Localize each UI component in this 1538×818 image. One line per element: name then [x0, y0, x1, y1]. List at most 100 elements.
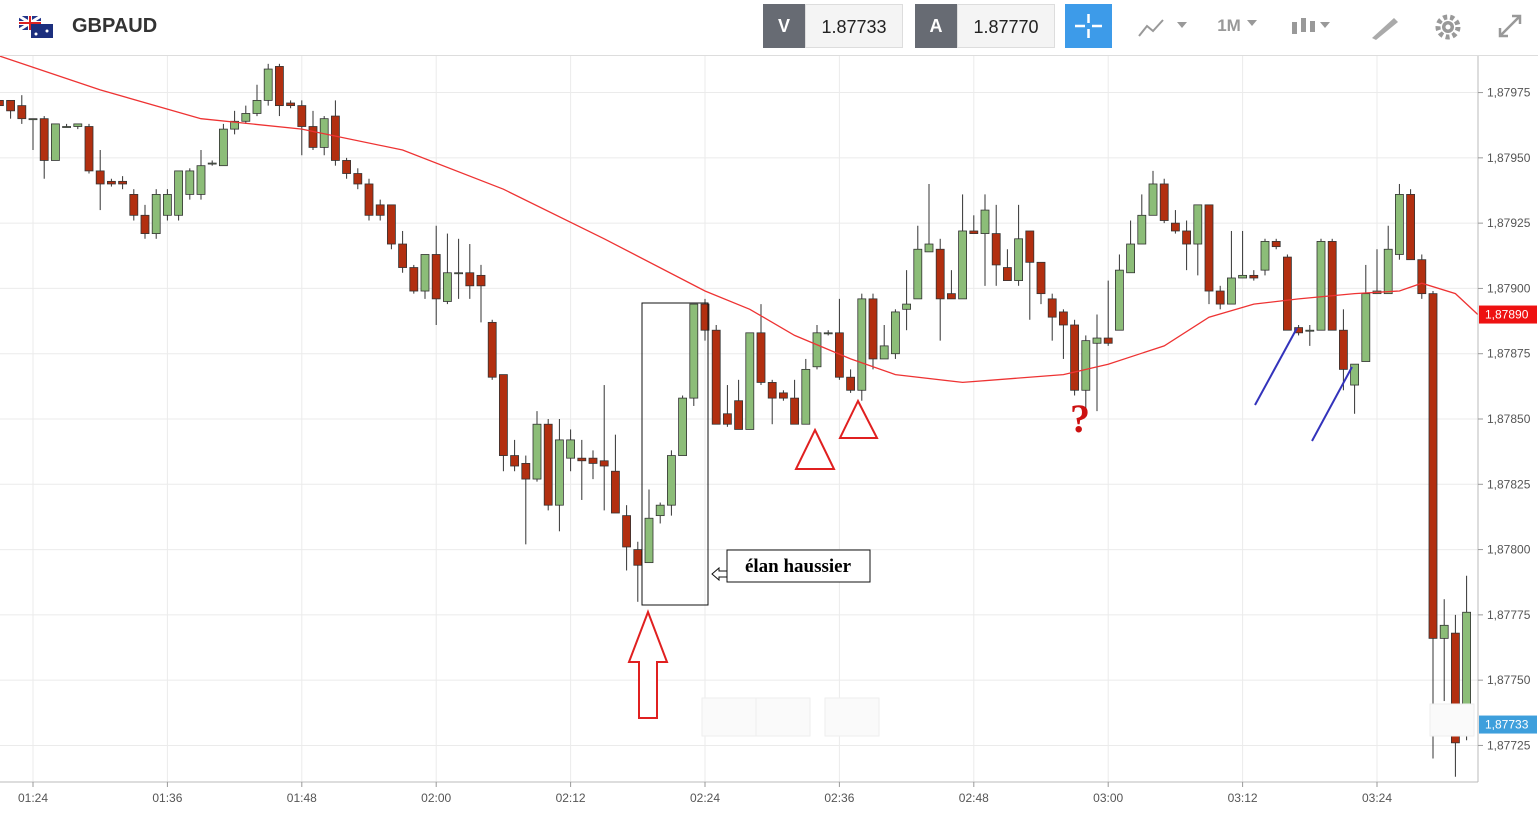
candle-body [84, 126, 94, 172]
candle-body [1215, 290, 1225, 305]
candle-type-button[interactable] [1288, 12, 1348, 42]
candle-body [39, 118, 49, 161]
candle-body [1025, 230, 1035, 263]
candle-body [1036, 261, 1046, 295]
candle-body [723, 413, 732, 425]
candle-body [1283, 256, 1292, 331]
x-tick-label: 03:12 [1228, 791, 1258, 805]
candle-body [1395, 194, 1404, 255]
candle-body [644, 517, 654, 564]
x-tick-label: 02:24 [690, 791, 720, 805]
toolbar: GBPAUD V 1.87733 A 1.87770 1M [0, 0, 1538, 56]
candle-body [342, 160, 352, 174]
ask-label[interactable]: A [915, 4, 957, 48]
candle-body [1014, 238, 1023, 281]
candle-body [1406, 194, 1415, 261]
candle-body [823, 332, 833, 335]
y-tick-label: 1,87750 [1487, 673, 1531, 687]
candle-body [980, 209, 990, 234]
y-tick-label: 1,87900 [1487, 281, 1531, 295]
candle-body [498, 374, 508, 456]
fullscreen-button[interactable] [1494, 12, 1528, 42]
bid-price[interactable]: 1.87733 [805, 4, 903, 48]
candle-body [230, 120, 240, 130]
dropdown-caret[interactable] [1247, 20, 1261, 30]
candle-body [308, 126, 318, 148]
candle-body [868, 298, 878, 360]
candle-body [330, 115, 340, 161]
price-marker [1479, 305, 1537, 324]
candle-body [935, 248, 945, 300]
candle-body [711, 329, 721, 425]
candle-body [62, 126, 71, 128]
price-marker-label: 1,87890 [1485, 308, 1529, 322]
settings-button[interactable] [1432, 12, 1466, 42]
candle-body [1115, 269, 1124, 331]
x-tick-label: 02:12 [556, 791, 586, 805]
candle-body [241, 113, 251, 122]
y-tick-label: 1,87725 [1487, 738, 1531, 752]
candle-body [442, 272, 452, 302]
overlay-button[interactable] [1429, 703, 1475, 737]
candle-body [398, 243, 408, 268]
draw-button[interactable] [1368, 12, 1402, 42]
candle-body [510, 455, 520, 467]
x-tick-label: 02:00 [421, 791, 451, 805]
candle-body [577, 457, 587, 462]
x-tick-label: 03:24 [1362, 791, 1392, 805]
candle-body [734, 400, 743, 430]
candle-body [364, 183, 374, 216]
up-arrow [627, 609, 669, 719]
candle-body [801, 368, 811, 425]
x-tick-label: 01:48 [287, 791, 317, 805]
candle-body [454, 272, 464, 275]
candle-body [1137, 214, 1147, 245]
candle-body [1271, 241, 1281, 248]
candle-body [274, 66, 284, 107]
candle-body [1316, 241, 1326, 331]
crosshair-button[interactable] [1065, 4, 1112, 48]
candle-body [1070, 324, 1079, 391]
candle-body [151, 194, 161, 234]
candle-body [353, 173, 363, 185]
candle-body [1249, 274, 1259, 279]
candle-body [185, 170, 195, 195]
candle-body [1003, 267, 1012, 281]
chart-type-button[interactable] [1135, 12, 1195, 42]
bid-label[interactable]: V [763, 4, 805, 48]
candle-body [0, 99, 4, 107]
candle-body [286, 102, 296, 107]
candle-body [431, 254, 441, 300]
candle-body [779, 392, 788, 399]
candle-body [420, 254, 430, 292]
candle-body [756, 332, 766, 383]
candle-body [902, 303, 911, 310]
timeframe[interactable]: 1M [1217, 16, 1241, 35]
y-tick-label: 1,87975 [1487, 86, 1531, 100]
candle-body [1148, 183, 1158, 216]
candle-body [767, 382, 777, 399]
symbol: GBPAUD [72, 15, 158, 37]
candle-body [6, 99, 15, 112]
candle-body [118, 180, 127, 185]
candle-body [1439, 624, 1449, 639]
candle-body [1159, 183, 1169, 221]
y-tick-label: 1,87850 [1487, 412, 1531, 426]
candle-body [655, 504, 665, 517]
candle-body [846, 376, 855, 391]
candle-body [857, 298, 867, 391]
candle-body [1092, 337, 1102, 344]
candle-body [1227, 277, 1236, 305]
ask-price[interactable]: 1.87770 [957, 4, 1055, 48]
candle-body [129, 194, 139, 216]
candle-body [1383, 248, 1393, 295]
candle-body [622, 515, 631, 548]
candle-body [790, 397, 799, 425]
overlay-button[interactable] [824, 697, 880, 737]
candle-body [689, 303, 699, 399]
candle-body [1182, 230, 1191, 245]
highlight-box [641, 302, 709, 606]
candle-body [252, 99, 262, 114]
candle-body [1260, 241, 1270, 271]
